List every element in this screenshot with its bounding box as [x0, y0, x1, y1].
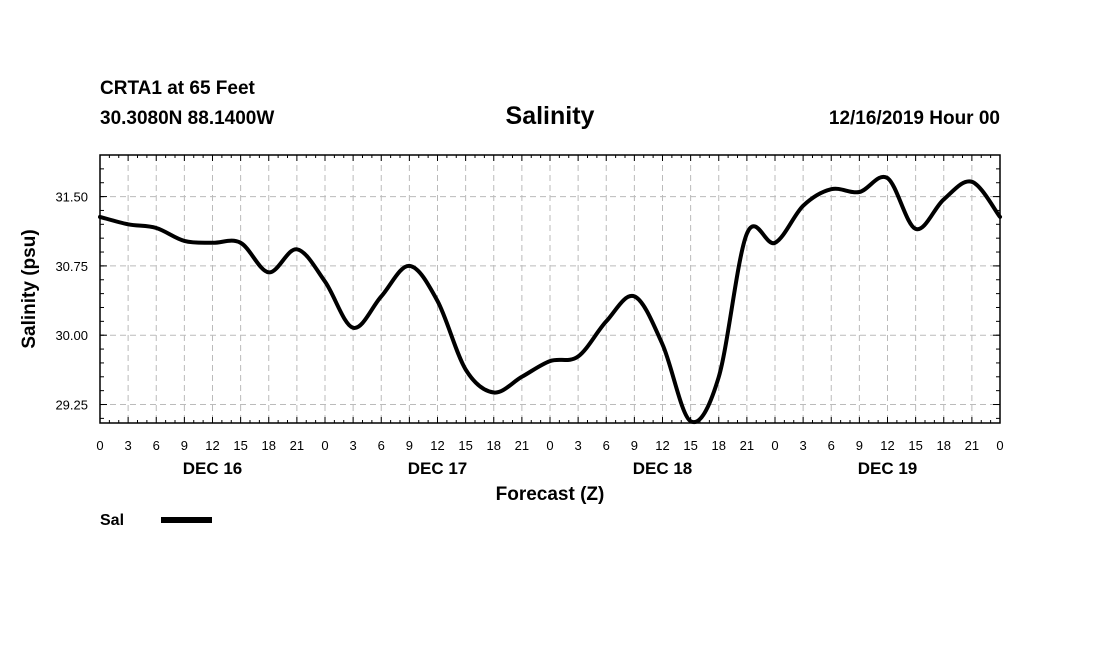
x-tick-label: 0 — [771, 438, 778, 453]
x-tick-label: 18 — [262, 438, 276, 453]
x-tick-label: 0 — [96, 438, 103, 453]
forecast-timestamp: 12/16/2019 Hour 00 — [829, 108, 1000, 129]
x-tick-label: 3 — [125, 438, 132, 453]
x-tick-label: 9 — [181, 438, 188, 453]
x-tick-label: 0 — [996, 438, 1003, 453]
day-label: DEC 18 — [633, 459, 693, 478]
x-tick-label: 6 — [828, 438, 835, 453]
y-tick-labels: 29.25 30.00 30.75 31.50 — [55, 190, 88, 413]
x-tick-label: 21 — [965, 438, 979, 453]
x-tick-label: 15 — [683, 438, 697, 453]
gridlines — [100, 155, 1000, 423]
x-tick-label: 6 — [603, 438, 610, 453]
x-tick-label: 15 — [458, 438, 472, 453]
day-label: DEC 17 — [408, 459, 468, 478]
y-tick-label: 30.75 — [55, 259, 88, 274]
x-tick-label: 0 — [321, 438, 328, 453]
x-tick-label: 12 — [880, 438, 894, 453]
x-tick-label: 6 — [378, 438, 385, 453]
chart-title: Salinity — [506, 102, 595, 130]
x-tick-label: 6 — [153, 438, 160, 453]
day-labels: DEC 16 DEC 17 DEC 18 DEC 19 — [183, 459, 918, 478]
station-title: CRTA1 at 65 Feet — [100, 78, 256, 99]
x-tick-label: 9 — [406, 438, 413, 453]
plot-frame — [99, 154, 1001, 424]
legend: Sal — [100, 512, 212, 529]
x-tick-label: 15 — [233, 438, 247, 453]
x-tick-labels: 0 3 6 9 12 15 18 21 0 3 6 9 12 15 18 21 0 3 6 9 12 15 18 21 0 3 6 9… — [96, 438, 1003, 453]
y-axis-title: Salinity (psu) — [19, 229, 40, 348]
x-tick-label: 21 — [515, 438, 529, 453]
x-tick-label: 12 — [205, 438, 219, 453]
x-tick-label: 18 — [487, 438, 501, 453]
y-tick-label: 31.50 — [55, 190, 88, 205]
x-tick-label: 18 — [712, 438, 726, 453]
x-axis-title: Forecast (Z) — [496, 484, 605, 505]
station-coordinates: 30.3080N 88.1400W — [100, 108, 274, 129]
y-tick-label: 30.00 — [55, 328, 88, 343]
x-tick-label: 21 — [740, 438, 754, 453]
series-line-sal — [98, 174, 1002, 425]
x-tick-label: 12 — [655, 438, 669, 453]
x-tick-label: 15 — [908, 438, 922, 453]
y-tick-label: 29.25 — [55, 398, 88, 413]
legend-label-sal: Sal — [100, 512, 124, 529]
x-tick-label: 12 — [430, 438, 444, 453]
day-label: DEC 19 — [858, 459, 918, 478]
x-tick-label: 3 — [575, 438, 582, 453]
x-tick-label: 9 — [631, 438, 638, 453]
x-tick-label: 3 — [800, 438, 807, 453]
day-label: DEC 16 — [183, 459, 243, 478]
x-tick-label: 18 — [937, 438, 951, 453]
x-tick-label: 21 — [290, 438, 304, 453]
x-tick-label: 0 — [546, 438, 553, 453]
x-tick-label: 3 — [350, 438, 357, 453]
x-tick-label: 9 — [856, 438, 863, 453]
